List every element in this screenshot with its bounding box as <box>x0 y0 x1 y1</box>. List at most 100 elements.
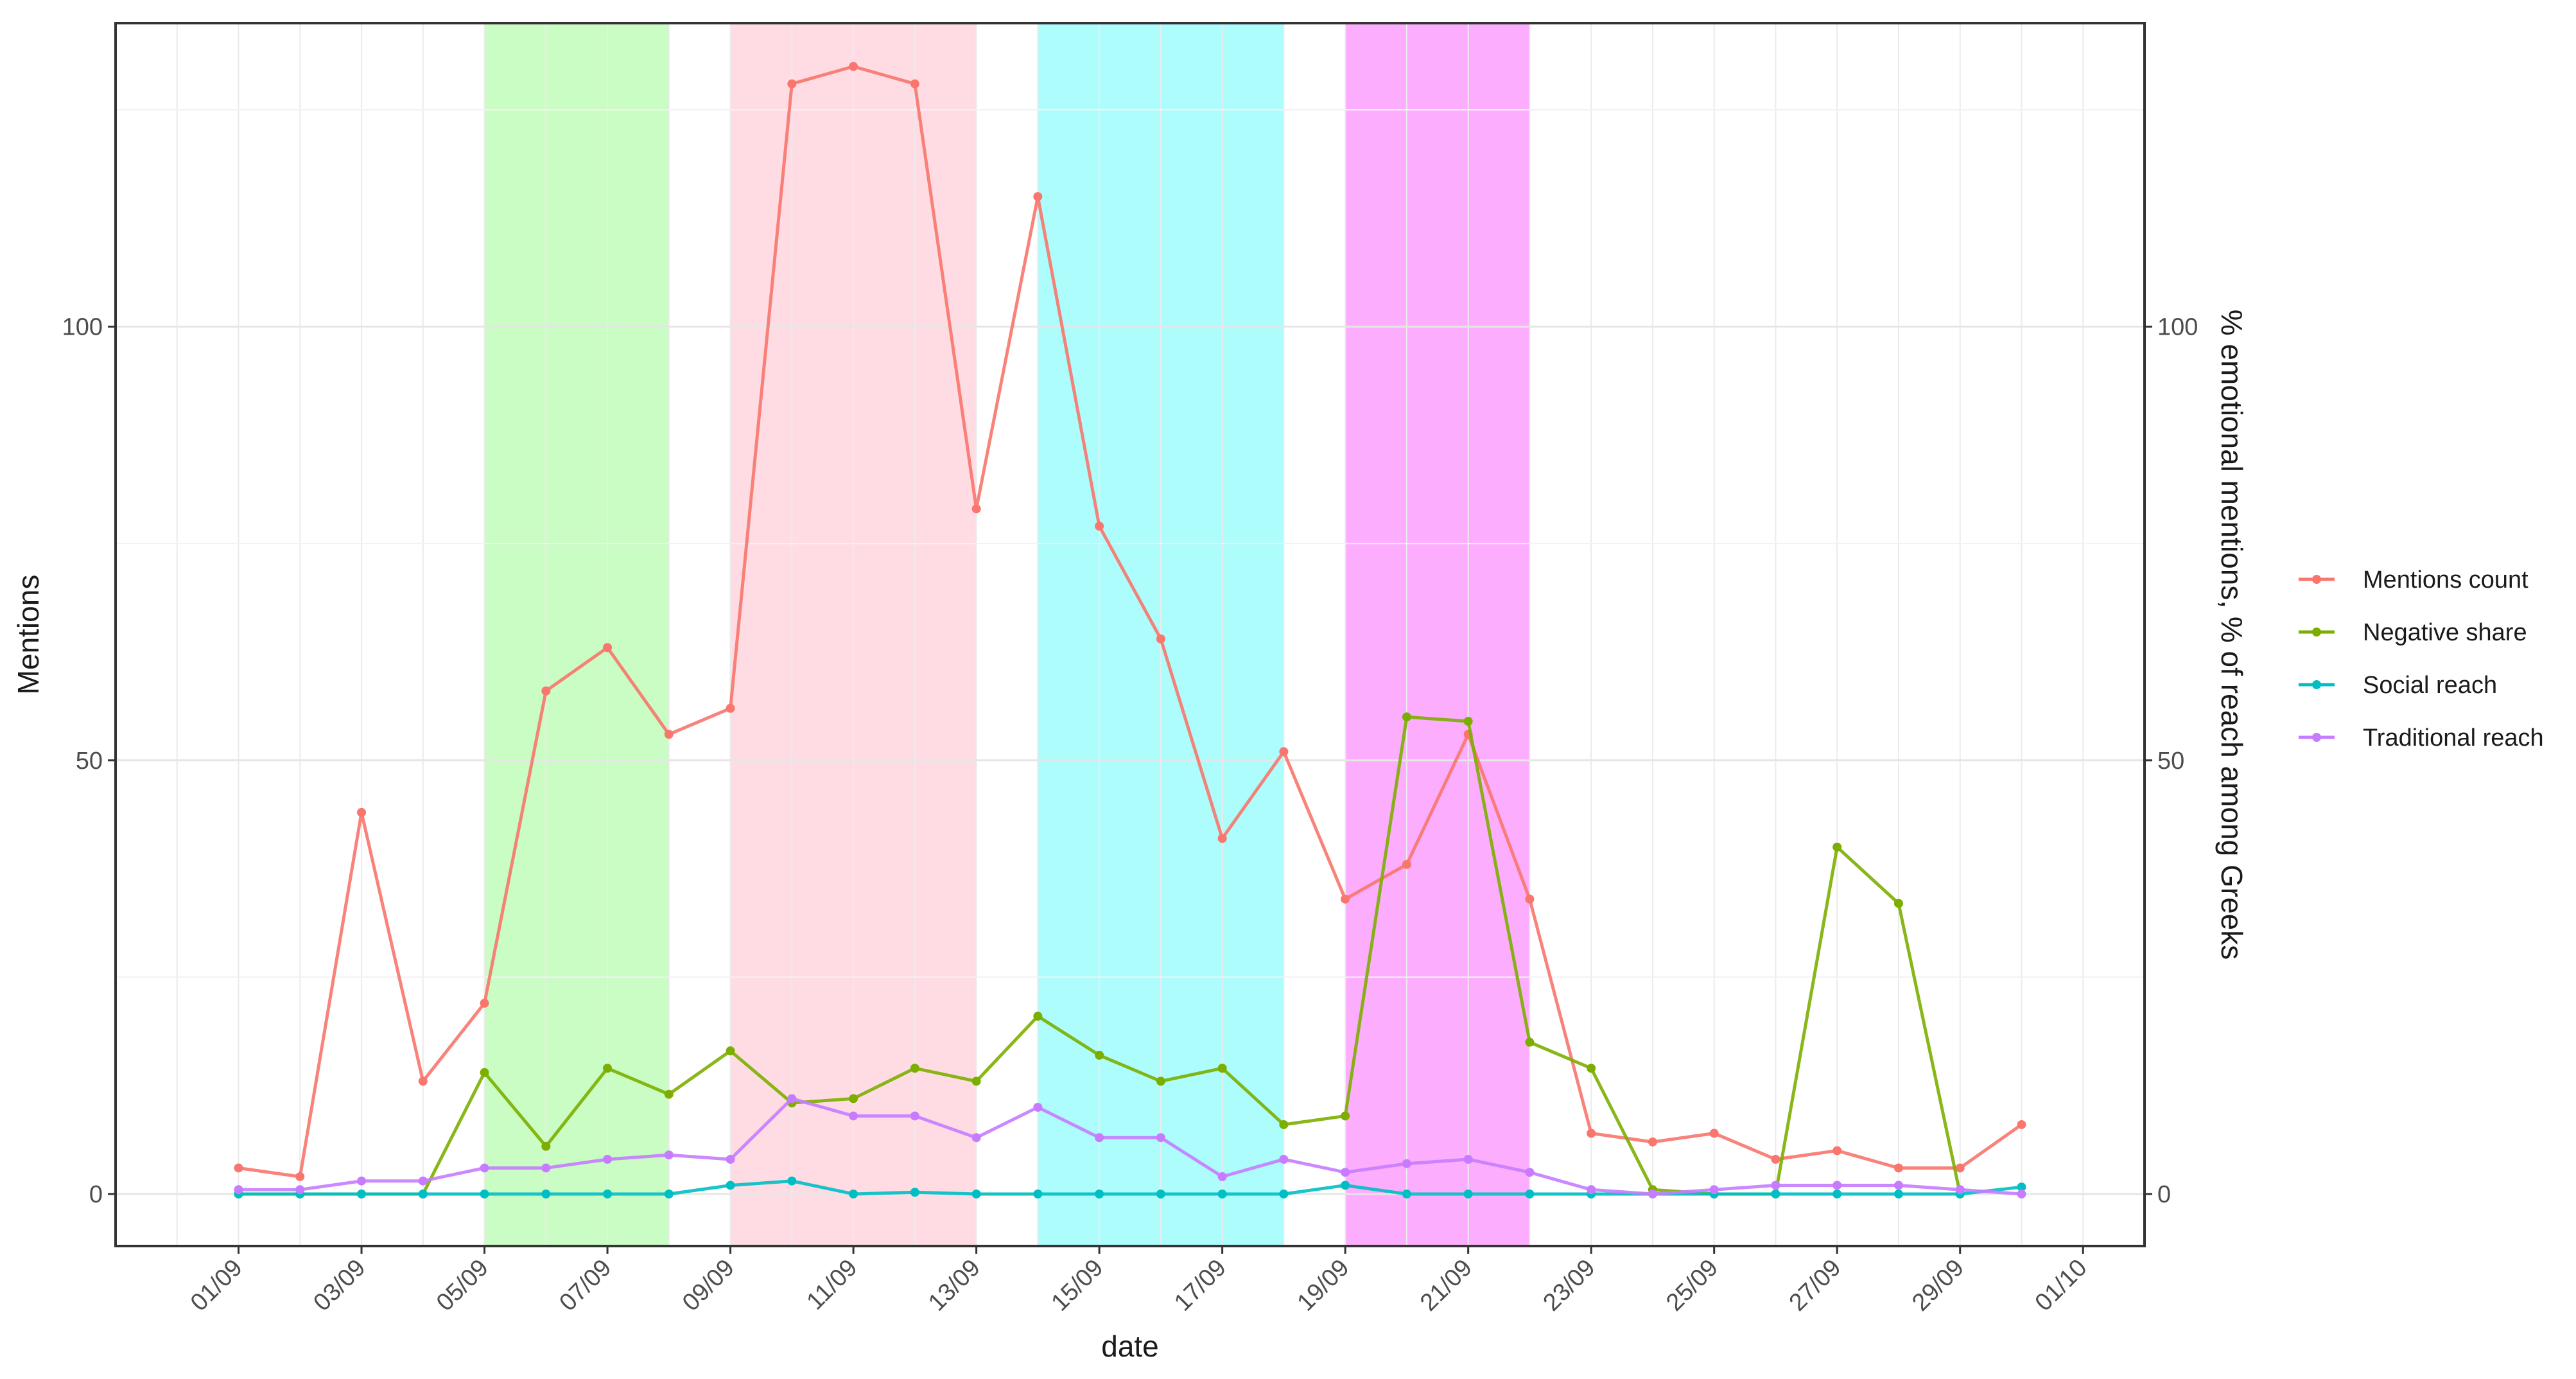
data-point <box>295 1172 305 1181</box>
shaded-period-4 <box>1345 23 1530 1246</box>
data-point <box>1095 1189 1104 1199</box>
legend-label: Mentions count <box>2363 567 2528 593</box>
data-point <box>480 1189 489 1199</box>
data-point <box>664 1150 674 1160</box>
data-point <box>1709 1129 1719 1138</box>
y-axis-title-left: Mentions <box>12 575 45 695</box>
data-point <box>971 1133 981 1143</box>
data-point <box>1033 1012 1043 1021</box>
data-point <box>971 504 981 514</box>
data-point <box>726 1181 735 1190</box>
data-point <box>541 1189 551 1199</box>
legend-key-point <box>2312 733 2321 742</box>
data-point <box>418 1076 428 1086</box>
data-point <box>1893 1163 1903 1173</box>
series-social-reach <box>234 1176 2026 1199</box>
data-point <box>1463 1154 1473 1164</box>
y-tick-label-left: 0 <box>89 1181 103 1208</box>
data-point <box>1402 859 1411 869</box>
data-point <box>1648 1189 1657 1199</box>
data-point <box>1341 1181 1350 1190</box>
series-lines <box>234 62 2026 1199</box>
data-point <box>849 1111 858 1121</box>
legend-key-point <box>2312 680 2321 689</box>
data-point <box>1156 634 1165 644</box>
data-point <box>1955 1185 1965 1195</box>
data-point <box>1217 1064 1227 1073</box>
y-tick-label-right: 0 <box>2157 1181 2171 1208</box>
data-point <box>971 1076 981 1086</box>
data-point <box>1648 1137 1657 1146</box>
data-point <box>1156 1133 1165 1143</box>
data-point <box>971 1189 981 1199</box>
data-point <box>726 1154 735 1164</box>
data-point <box>1217 1172 1227 1181</box>
data-point <box>603 1064 613 1073</box>
data-point <box>1341 1168 1350 1177</box>
data-point <box>910 79 919 89</box>
legend: Mentions count Negative share Social reach… <box>2299 567 2544 751</box>
data-point <box>1156 1189 1165 1199</box>
legend-item: Mentions count <box>2299 567 2528 593</box>
data-point <box>1402 712 1411 722</box>
data-point <box>1709 1185 1719 1195</box>
data-point <box>910 1064 919 1073</box>
y-tick-label-left: 100 <box>62 314 103 341</box>
series-line <box>238 1179 2022 1196</box>
series-line <box>238 1096 2022 1196</box>
data-point <box>480 998 489 1008</box>
data-point <box>1463 1189 1473 1199</box>
data-point <box>1832 1181 1842 1190</box>
data-point <box>480 1163 489 1173</box>
data-point <box>1033 1189 1043 1199</box>
data-point <box>1832 1146 1842 1155</box>
data-point <box>1893 1189 1903 1199</box>
data-point <box>1587 1185 1596 1195</box>
legend-item: Negative share <box>2299 619 2527 646</box>
data-point <box>357 807 367 817</box>
data-point <box>234 1185 243 1195</box>
data-point <box>1033 1102 1043 1112</box>
legend-key-point <box>2312 628 2321 637</box>
legend-item: Traditional reach <box>2299 725 2544 751</box>
data-point <box>1095 522 1104 531</box>
data-point <box>1279 1154 1289 1164</box>
data-point <box>849 62 858 71</box>
data-point <box>1893 1181 1903 1190</box>
data-point <box>1279 747 1289 757</box>
series-mentions-count <box>234 62 2026 1181</box>
series-line <box>238 65 2023 1179</box>
y-axis-title-right: % emotional mentions, % of reach among G… <box>2215 310 2249 960</box>
data-point <box>726 1046 735 1056</box>
data-point <box>541 1141 551 1151</box>
data-point <box>541 1163 551 1173</box>
data-point <box>910 1111 919 1121</box>
legend-label: Social reach <box>2363 672 2497 699</box>
data-point <box>1525 1189 1535 1199</box>
data-point <box>910 1188 919 1197</box>
data-point <box>1402 1189 1411 1199</box>
panel-border <box>114 22 2146 1247</box>
data-point <box>1341 894 1350 904</box>
data-point <box>1587 1064 1596 1073</box>
data-point <box>1525 894 1535 904</box>
data-point <box>480 1067 489 1077</box>
data-point <box>787 1176 797 1186</box>
data-point <box>1402 1159 1411 1168</box>
data-point <box>726 703 735 713</box>
data-point <box>1771 1154 1780 1164</box>
x-axis-title: date <box>1101 1330 1159 1363</box>
data-point <box>1525 1168 1535 1177</box>
legend-item: Social reach <box>2299 672 2497 699</box>
data-point <box>1587 1129 1596 1138</box>
legend-key-point <box>2312 575 2321 584</box>
data-point <box>1832 1189 1842 1199</box>
data-point <box>234 1163 243 1173</box>
data-point <box>603 643 613 653</box>
data-point <box>1893 899 1903 908</box>
data-point <box>603 1189 613 1199</box>
data-point <box>541 686 551 696</box>
data-point <box>1217 1189 1227 1199</box>
